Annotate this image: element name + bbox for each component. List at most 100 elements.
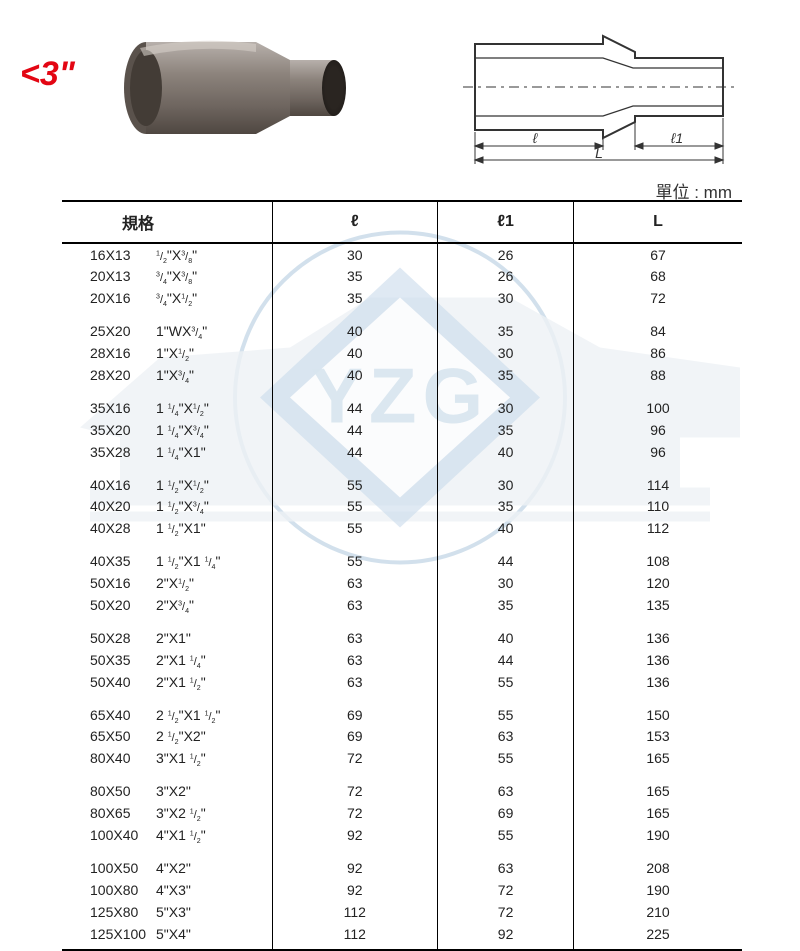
cell-inch: 1"WX3/4": [152, 314, 272, 342]
cell-l: 30: [272, 243, 438, 266]
cell-inch: 2"X1": [152, 621, 272, 649]
table-row: 40X281 1/2"X1"5540112: [62, 518, 742, 544]
cell-L: 165: [574, 803, 742, 825]
cell-code: 100X80: [62, 879, 152, 901]
cell-l1: 35: [438, 496, 574, 518]
cell-L: 208: [574, 851, 742, 879]
table-row: 40X351 1/2"X1 1/4"5544108: [62, 544, 742, 572]
cell-l1: 35: [438, 594, 574, 620]
cell-code: 35X16: [62, 391, 152, 419]
cell-l1: 35: [438, 419, 574, 441]
svg-text:L: L: [595, 145, 603, 161]
table-row: 65X402 1/2"X1 1/2"6955150: [62, 698, 742, 726]
table-row: 65X502 1/2"X2"6963153: [62, 726, 742, 748]
cell-l: 63: [272, 594, 438, 620]
cell-L: 120: [574, 573, 742, 595]
svg-text:ℓ1: ℓ1: [670, 130, 683, 146]
cell-code: 80X50: [62, 774, 152, 802]
cell-L: 88: [574, 364, 742, 390]
cell-code: 100X50: [62, 851, 152, 879]
cell-code: 50X28: [62, 621, 152, 649]
cell-inch: 1 1/4"X1/2": [152, 391, 272, 419]
cell-l: 44: [272, 391, 438, 419]
cell-L: 190: [574, 824, 742, 850]
cell-inch: 3"X2 1/2": [152, 803, 272, 825]
cell-L: 72: [574, 288, 742, 314]
cell-code: 35X28: [62, 441, 152, 467]
table-row: 50X402"X1 1/2"6355136: [62, 671, 742, 697]
cell-l: 40: [272, 343, 438, 365]
cell-l1: 69: [438, 803, 574, 825]
cell-l: 63: [272, 573, 438, 595]
cell-l: 55: [272, 544, 438, 572]
cell-code: 20X13: [62, 266, 152, 288]
cell-l1: 35: [438, 364, 574, 390]
cell-L: 108: [574, 544, 742, 572]
table-body: 16X131/2"X3/8"30266720X133/4"X3/8"352668…: [62, 243, 742, 950]
spec-table: 規格 ℓ ℓ1 L 16X131/2"X3/8"30266720X133/4"X…: [62, 200, 742, 951]
cell-l1: 55: [438, 824, 574, 850]
cell-code: 20X16: [62, 288, 152, 314]
cell-l1: 30: [438, 343, 574, 365]
cell-code: 28X20: [62, 364, 152, 390]
cell-inch: 1"X3/4": [152, 364, 272, 390]
cell-code: 25X20: [62, 314, 152, 342]
cell-inch: 1 1/2"X1 1/4": [152, 544, 272, 572]
table-row: 20X163/4"X1/2"353072: [62, 288, 742, 314]
cell-code: 28X16: [62, 343, 152, 365]
cell-inch: 2"X1/2": [152, 573, 272, 595]
cell-l1: 55: [438, 748, 574, 774]
cell-l: 40: [272, 364, 438, 390]
cell-code: 40X35: [62, 544, 152, 572]
cell-l: 92: [272, 879, 438, 901]
cell-code: 16X13: [62, 243, 152, 266]
cell-l1: 40: [438, 621, 574, 649]
cell-code: 50X20: [62, 594, 152, 620]
cell-L: 67: [574, 243, 742, 266]
cell-inch: 4"X3": [152, 879, 272, 901]
cell-l: 92: [272, 824, 438, 850]
product-photo: [120, 28, 350, 153]
cell-inch: 1/2"X3/8": [152, 243, 272, 266]
cell-l1: 72: [438, 901, 574, 923]
cell-inch: 2 1/2"X2": [152, 726, 272, 748]
cell-l: 55: [272, 518, 438, 544]
cell-L: 68: [574, 266, 742, 288]
table-row: 125X1005"X4"11292225: [62, 923, 742, 950]
cell-l1: 44: [438, 649, 574, 671]
col-l1: ℓ1: [438, 201, 574, 243]
cell-L: 190: [574, 879, 742, 901]
cell-l1: 26: [438, 266, 574, 288]
cell-code: 40X28: [62, 518, 152, 544]
cell-L: 100: [574, 391, 742, 419]
cell-l1: 72: [438, 879, 574, 901]
cell-inch: 1 1/2"X1": [152, 518, 272, 544]
table-row: 100X804"X3"9272190: [62, 879, 742, 901]
cell-l1: 30: [438, 288, 574, 314]
cell-inch: 4"X1 1/2": [152, 824, 272, 850]
cell-code: 65X40: [62, 698, 152, 726]
cell-l1: 26: [438, 243, 574, 266]
cell-inch: 5"X4": [152, 923, 272, 950]
cell-l: 63: [272, 621, 438, 649]
cell-l1: 92: [438, 923, 574, 950]
cell-l1: 30: [438, 468, 574, 496]
header-area: <3": [0, 0, 800, 170]
table-row: 50X202"X3/4"6335135: [62, 594, 742, 620]
cell-L: 114: [574, 468, 742, 496]
cell-code: 80X40: [62, 748, 152, 774]
cell-l1: 44: [438, 544, 574, 572]
cell-l: 112: [272, 923, 438, 950]
cell-l: 69: [272, 698, 438, 726]
cell-L: 153: [574, 726, 742, 748]
table-row: 35X161 1/4"X1/2"4430100: [62, 391, 742, 419]
cell-inch: 2 1/2"X1 1/2": [152, 698, 272, 726]
table-row: 28X161"X1/2"403086: [62, 343, 742, 365]
table-row: 50X162"X1/2"6330120: [62, 573, 742, 595]
cell-l: 72: [272, 803, 438, 825]
table-row: 80X403"X1 1/2"7255165: [62, 748, 742, 774]
cell-inch: 1 1/4"X1": [152, 441, 272, 467]
cell-inch: 5"X3": [152, 901, 272, 923]
cell-code: 50X16: [62, 573, 152, 595]
cell-inch: 3"X1 1/2": [152, 748, 272, 774]
